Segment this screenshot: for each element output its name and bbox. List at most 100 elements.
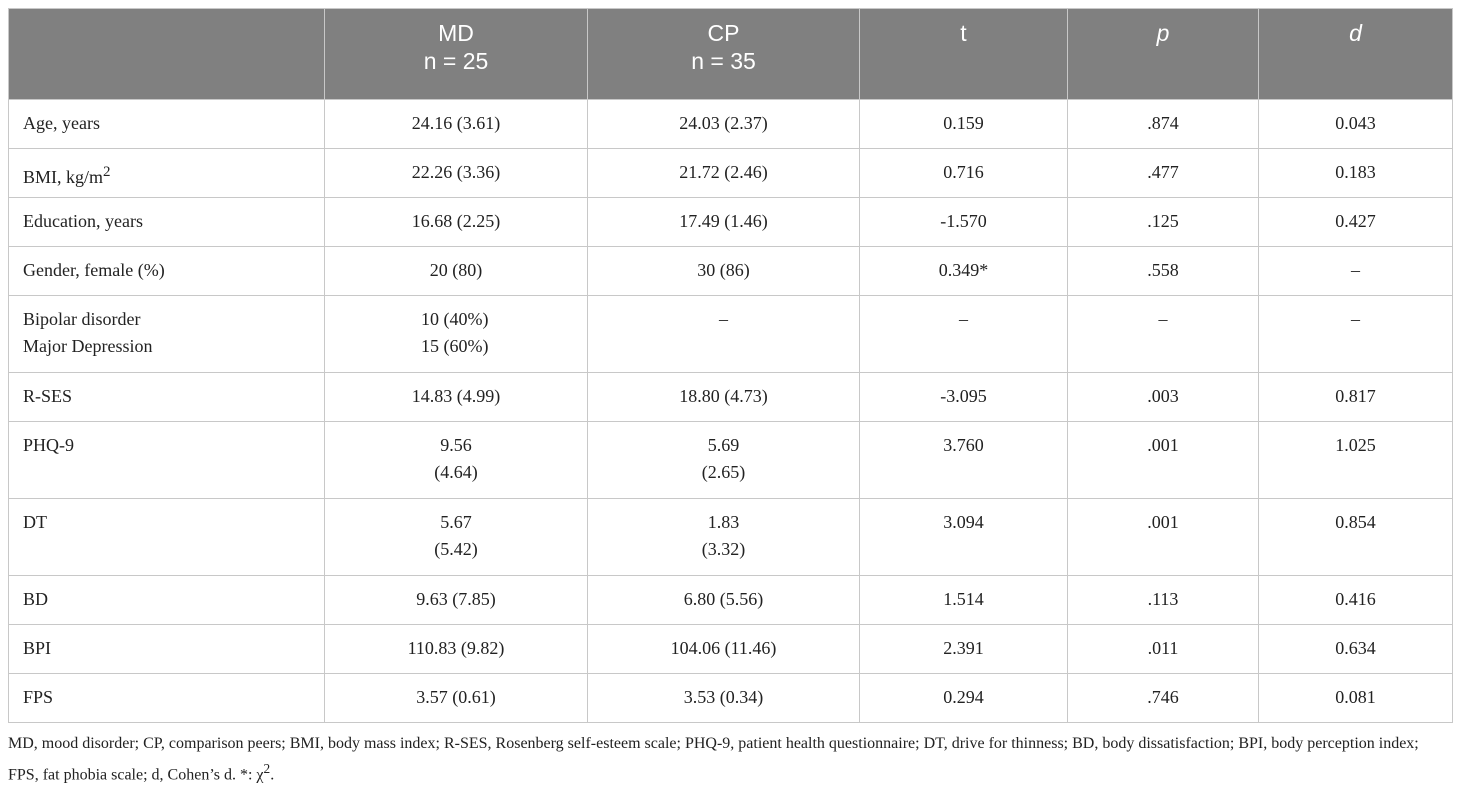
cell-p: .874 <box>1067 99 1259 149</box>
table-row: Education, years 16.68 (2.25) 17.49 (1.46)… <box>8 197 1453 247</box>
row-label: BMI, kg/m <box>23 167 104 187</box>
cell-md-value: (4.64) <box>434 462 478 482</box>
cell-p: .746 <box>1067 673 1259 723</box>
cell-t: 3.760 <box>859 421 1068 499</box>
row-label: FPS <box>23 687 54 707</box>
cell-p: – <box>1067 295 1259 373</box>
row-label-cell: Bipolar disorder Major Depression <box>8 295 325 373</box>
cell-md: 24.16 (3.61) <box>324 99 588 149</box>
row-label: Age, years <box>23 113 100 133</box>
row-label-cell: Gender, female (%) <box>8 246 325 296</box>
cell-d: 0.043 <box>1258 99 1453 149</box>
cell-cp-value: 17.49 (1.46) <box>679 211 768 231</box>
cell-cp-value: 3.53 (0.34) <box>683 687 764 707</box>
table-header: MD n = 25 CP n = 35 t p d <box>8 8 1453 100</box>
cell-md: 16.68 (2.25) <box>324 197 588 247</box>
demographics-table: MD n = 25 CP n = 35 t p d Age, years 24.1… <box>8 8 1453 723</box>
cell-t: -3.095 <box>859 372 1068 422</box>
header-cp-title: CP <box>707 20 740 46</box>
cell-md-value: 14.83 (4.99) <box>411 386 501 406</box>
table-row: Age, years 24.16 (3.61) 24.03 (2.37) 0.159.… <box>8 99 1453 149</box>
cell-t: 1.514 <box>859 575 1068 625</box>
cell-md-value: 16.68 (2.25) <box>411 211 501 231</box>
header-cp-n: n = 35 <box>691 48 756 74</box>
cell-p-value: .746 <box>1147 687 1179 707</box>
cell-p-value: .003 <box>1147 386 1179 406</box>
cell-md: 5.67 (5.42) <box>324 498 588 576</box>
cell-cp-value: 6.80 (5.56) <box>683 589 764 609</box>
cell-md: 9.63 (7.85) <box>324 575 588 625</box>
cell-md-value: 24.16 (3.61) <box>411 113 501 133</box>
cell-d-value: – <box>1351 309 1360 329</box>
cell-cp-value: – <box>719 309 728 329</box>
cell-d-value: 0.043 <box>1335 113 1376 133</box>
cell-d: 0.854 <box>1258 498 1453 576</box>
cell-p: .001 <box>1067 421 1259 499</box>
header-d-title: d <box>1349 20 1362 46</box>
header-cell-p: p <box>1067 8 1259 100</box>
cell-p-value: .558 <box>1147 260 1179 280</box>
header-md-title: MD <box>438 20 474 46</box>
cell-d: 0.416 <box>1258 575 1453 625</box>
header-cell-t: t <box>859 8 1068 100</box>
cell-p: .011 <box>1067 624 1259 674</box>
row-label: Gender, female (%) <box>23 260 165 280</box>
cell-cp: 1.83 (3.32) <box>587 498 860 576</box>
table-body: Age, years 24.16 (3.61) 24.03 (2.37) 0.159.… <box>8 99 1453 723</box>
cell-md-value: 9.56 <box>440 435 472 455</box>
cell-p-value: .477 <box>1147 162 1179 182</box>
cell-md: 22.26 (3.36) <box>324 148 588 198</box>
cell-md: 10 (40%) 15 (60%) <box>324 295 588 373</box>
cell-cp: 24.03 (2.37) <box>587 99 860 149</box>
cell-md-value: 15 (60%) <box>421 336 489 356</box>
row-label-cell: Age, years <box>8 99 325 149</box>
cell-d-value: 0.817 <box>1335 386 1376 406</box>
cell-t: – <box>859 295 1068 373</box>
cell-t: 2.391 <box>859 624 1068 674</box>
cell-t-value: 0.716 <box>943 162 984 182</box>
cell-d-value: – <box>1351 260 1360 280</box>
row-label: Bipolar disorder <box>23 309 141 329</box>
cell-cp-value: (3.32) <box>701 539 746 559</box>
cell-d-value: 1.025 <box>1335 435 1376 455</box>
row-label-superscript: 2 <box>103 164 111 180</box>
cell-d-value: 0.416 <box>1335 589 1376 609</box>
row-label-cell: FPS <box>8 673 325 723</box>
header-cell-md: MD n = 25 <box>324 8 588 100</box>
cell-cp-value: 5.69 <box>707 435 740 455</box>
table-footnote: MD, mood disorder; CP, comparison peers;… <box>8 731 1452 787</box>
cell-t-value: 0.159 <box>943 113 984 133</box>
cell-cp: 104.06 (11.46) <box>587 624 860 674</box>
cell-p: .477 <box>1067 148 1259 198</box>
cell-md-value: 9.63 (7.85) <box>416 589 496 609</box>
cell-cp-value: 1.83 <box>707 512 740 532</box>
cell-d: 0.183 <box>1258 148 1453 198</box>
cell-t-value: -3.095 <box>940 386 987 406</box>
cell-t: 0.294 <box>859 673 1068 723</box>
cell-d: 0.427 <box>1258 197 1453 247</box>
table-row: PHQ-9 9.56 (4.64) 5.69 (2.65) 3.760 .001 1.025 <box>8 421 1453 499</box>
row-label-cell: Education, years <box>8 197 325 247</box>
cell-cp: 5.69 (2.65) <box>587 421 860 499</box>
cell-cp-value: 24.03 (2.37) <box>679 113 768 133</box>
footnote-text: MD, mood disorder; CP, comparison peers;… <box>8 735 1419 784</box>
row-label: Education, years <box>23 211 143 231</box>
cell-d: 1.025 <box>1258 421 1453 499</box>
header-p-title: p <box>1156 20 1170 46</box>
cell-cp: 30 (86) <box>587 246 860 296</box>
cell-t-value: – <box>959 309 968 329</box>
header-cell-d: d <box>1258 8 1453 100</box>
cell-p-value: .113 <box>1147 589 1179 609</box>
row-label-cell: DT <box>8 498 325 576</box>
cell-t: 3.094 <box>859 498 1068 576</box>
header-t-title: t <box>960 20 967 46</box>
cell-p: .003 <box>1067 372 1259 422</box>
cell-p-value: .125 <box>1147 211 1179 231</box>
cell-t-value: 0.294 <box>943 687 984 707</box>
row-label: BD <box>23 589 49 609</box>
row-label-cell: BPI <box>8 624 325 674</box>
table-row: BD 9.63 (7.85) 6.80 (5.56) 1.514 .113 0.416 <box>8 575 1453 625</box>
row-label: Major Depression <box>23 336 153 356</box>
cell-cp-value: 104.06 (11.46) <box>670 638 777 658</box>
cell-t-value: 1.514 <box>943 589 984 609</box>
